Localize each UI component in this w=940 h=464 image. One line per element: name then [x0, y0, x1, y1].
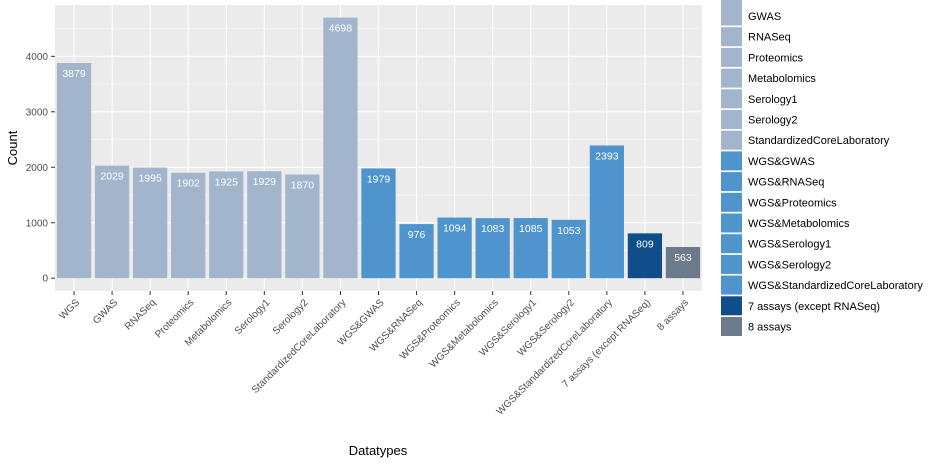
- legend-key: [721, 68, 742, 88]
- legend-label: 8 assays: [748, 322, 792, 334]
- x-tick-label: WGS: [57, 297, 82, 322]
- legend-label: WGS&RNASeq: [748, 177, 824, 189]
- bar-value-label: 1995: [138, 173, 162, 185]
- bar-value-label: 1979: [367, 173, 391, 185]
- bar: [665, 247, 701, 279]
- bar: [323, 17, 358, 279]
- x-axis-ticks: WGS GWAS RNASeqProteomicsMetabolomicsSerol…: [57, 291, 691, 418]
- y-tick-label: 4000: [26, 52, 49, 63]
- bar-value-label: 976: [408, 229, 426, 241]
- legend-key: [721, 275, 742, 295]
- legend-key: [721, 192, 742, 212]
- legend-label: Proteomics: [748, 52, 804, 64]
- bar-value-label: 1870: [291, 179, 315, 191]
- x-tick-label: Serology1: [233, 297, 273, 337]
- x-tick-label: 8 assays: [655, 297, 691, 333]
- legend-label: WGS&Metabolomics: [748, 218, 850, 230]
- y-tick-label: 2000: [26, 163, 49, 174]
- x-tick-label: Serology2: [271, 297, 311, 337]
- bar: [551, 219, 586, 279]
- legend-key: [721, 27, 742, 47]
- legend-key: [721, 89, 742, 109]
- bar: [285, 174, 320, 279]
- legend-key: [721, 130, 742, 150]
- bar-value-label: 563: [674, 252, 692, 264]
- bar-value-label: 4698: [329, 23, 353, 35]
- bar: [209, 171, 244, 279]
- bar-value-label: 1083: [481, 223, 505, 235]
- legend-label: WGS&Serology1: [748, 239, 831, 251]
- x-axis-title: Datatypes: [349, 443, 408, 458]
- bar: [627, 233, 663, 279]
- legend-label: WGS&Proteomics: [748, 197, 837, 209]
- bar-value-label: 1902: [177, 178, 201, 190]
- legend-label: WGS&StandardizedCoreLaboratory: [748, 280, 923, 292]
- legend-key: [721, 47, 742, 67]
- bar-value-label: 3879: [62, 68, 86, 80]
- bar-value-label: 1929: [253, 176, 277, 188]
- bar-value-label: 2029: [100, 171, 124, 183]
- bar: [94, 165, 130, 279]
- legend-key: [721, 6, 742, 26]
- legend: GWAS RNASeq Proteomics Metabolomics Serology…: [721, 0, 923, 336]
- legend-label: WGS&Serology2: [748, 259, 831, 271]
- legend-key: [721, 254, 742, 274]
- bar-value-label: 1053: [557, 225, 581, 237]
- legend-key: [721, 151, 742, 171]
- x-tick-label: WGS&Metabolomics: [428, 297, 501, 370]
- legend-key: [721, 172, 742, 192]
- bar: [361, 168, 396, 279]
- bar-value-label: 1925: [215, 176, 239, 188]
- y-axis-ticks: 0 1000 2000 3000 4000: [26, 52, 55, 285]
- y-axis-title: Count: [5, 130, 20, 165]
- y-tick-label: 0: [42, 274, 48, 285]
- bars: [56, 17, 701, 279]
- legend-key: [721, 317, 742, 336]
- bar-value-label: 1085: [519, 223, 543, 235]
- bar: [589, 145, 624, 279]
- legend-key: [721, 110, 742, 129]
- bar: [437, 217, 472, 279]
- legend-label: GWAS: [748, 11, 781, 23]
- x-tick-label: RNASeq: [123, 297, 158, 332]
- legend-label: StandardizedCoreLaboratory: [748, 135, 890, 147]
- bar-value-label: 809: [636, 238, 654, 250]
- bar: [399, 224, 434, 279]
- legend-label: 7 assays (except RNASeq): [748, 301, 880, 313]
- y-tick-label: 3000: [26, 107, 49, 118]
- y-tick-label: 1000: [26, 218, 49, 229]
- legend-key: [721, 234, 742, 254]
- bar: [513, 218, 548, 279]
- legend-key: [721, 296, 742, 316]
- bar: [133, 167, 168, 279]
- legend-label: Metabolomics: [748, 73, 816, 85]
- legend-label: Serology1: [748, 94, 798, 106]
- bar: [247, 171, 282, 279]
- legend-label: Serology2: [748, 115, 798, 127]
- legend-key-cropped: [721, 0, 742, 8]
- x-tick-label: GWAS: [91, 297, 120, 326]
- bar: [171, 172, 206, 279]
- legend-key: [721, 213, 742, 233]
- bar-labels: 3879 2029 1995 1902 1925 1929 1870 4698 1979 976 1…: [62, 23, 692, 264]
- bar-value-label: 2393: [595, 150, 619, 162]
- bar-value-label: 1094: [443, 223, 467, 235]
- bar: [56, 63, 92, 279]
- legend-label: WGS&GWAS: [748, 156, 815, 168]
- legend-label: RNASeq: [748, 32, 791, 44]
- bar: [475, 218, 510, 279]
